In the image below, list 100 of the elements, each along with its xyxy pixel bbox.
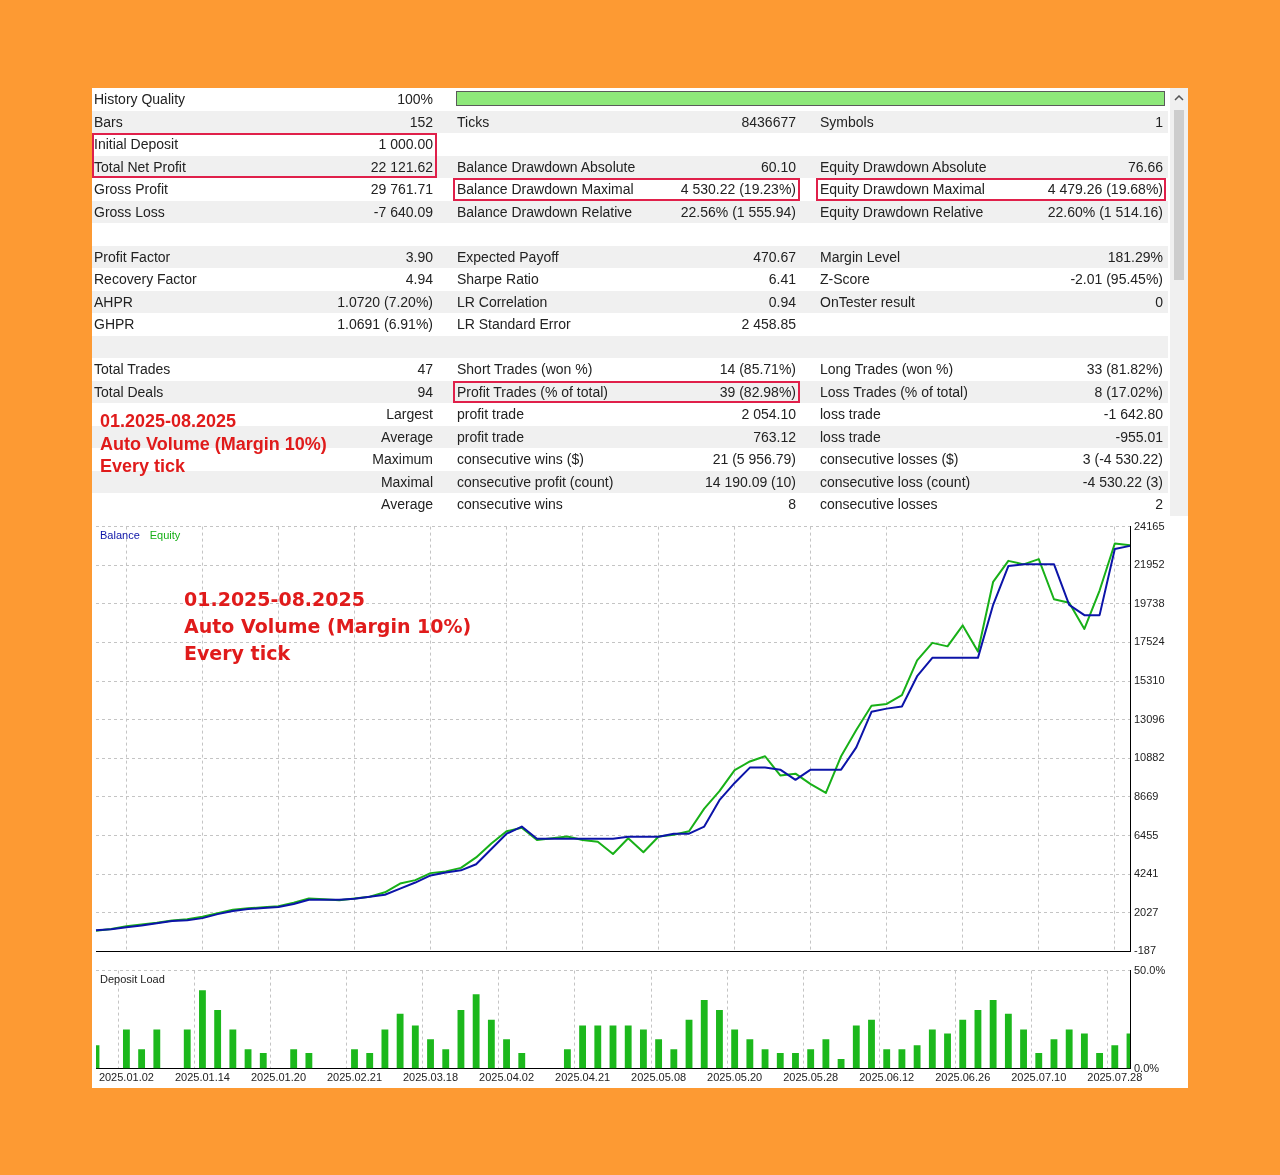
- bar: [594, 1025, 602, 1069]
- bar: [898, 1049, 906, 1069]
- annotation: 01.2025-08.2025: [184, 588, 365, 611]
- text: 21 (5 956.79): [712, 451, 796, 467]
- bar: [883, 1049, 891, 1069]
- text: 6.41: [768, 271, 796, 287]
- text: Average: [381, 496, 433, 512]
- bar: [655, 1039, 663, 1069]
- bar: [716, 1009, 723, 1069]
- y-tick-label: 19738: [1134, 596, 1165, 609]
- text: Balance Drawdown Absolute: [457, 158, 636, 175]
- text: Profit Factor: [94, 248, 171, 265]
- text: Largest: [386, 406, 433, 422]
- text: Expected Payoff: [457, 248, 559, 265]
- text: Bars: [94, 113, 123, 130]
- text: 763.12: [753, 428, 796, 445]
- text: Total Net Profit: [94, 158, 186, 175]
- text: Maximal: [380, 473, 433, 490]
- y-tick-label: 13096: [1134, 712, 1165, 725]
- text: 470.67: [753, 248, 796, 265]
- bar: [1020, 1029, 1027, 1069]
- y-tick-label: 50.0%: [1134, 963, 1166, 976]
- text: 0: [1155, 293, 1163, 310]
- text: 39 (82.98%): [719, 383, 796, 400]
- x-tick-label: 2025.04.02: [479, 1071, 535, 1084]
- bar: [913, 1045, 921, 1069]
- text: 3.90: [405, 248, 433, 265]
- bar: [487, 1019, 495, 1069]
- text: profit trade: [457, 406, 524, 422]
- x-tick-label: 2025.05.08: [631, 1071, 687, 1084]
- bar: [472, 994, 480, 1069]
- text: Equity Drawdown Absolute: [820, 158, 987, 175]
- text: 2 458.85: [741, 316, 796, 332]
- text: Equity Drawdown Relative: [820, 203, 984, 220]
- text: 8 (17.02%): [1094, 383, 1163, 400]
- bar: [670, 1049, 678, 1069]
- text: consecutive loss (count): [820, 473, 971, 490]
- bar: [1111, 1045, 1119, 1069]
- x-tick-label: 2025.01.20: [250, 1071, 306, 1084]
- bar: [1004, 1013, 1012, 1069]
- text: Total Deals: [94, 383, 164, 400]
- bar: [351, 1049, 358, 1069]
- bar: [381, 1029, 389, 1069]
- bar: [624, 1025, 632, 1069]
- text: Balance: [100, 529, 140, 542]
- text: Z-Score: [820, 271, 870, 287]
- text: -7 640.09: [373, 203, 433, 220]
- text: Sharpe Ratio: [457, 271, 539, 287]
- text: OnTester result: [820, 293, 915, 310]
- text: consecutive wins ($): [457, 451, 584, 467]
- text: Recovery Factor: [94, 271, 197, 287]
- bar: [944, 1033, 951, 1069]
- x-tick-label: 2025.02.21: [326, 1071, 383, 1084]
- text: Average: [381, 428, 433, 445]
- text: consecutive wins: [457, 496, 563, 512]
- x-tick-label: 2025.05.20: [707, 1071, 763, 1084]
- bar: [1065, 1029, 1073, 1069]
- text: 100%: [397, 91, 433, 107]
- y-tick-label: 17524: [1134, 635, 1165, 648]
- text: 29 761.71: [370, 181, 433, 197]
- bar: [807, 1049, 815, 1069]
- bar: [1080, 1033, 1088, 1069]
- text: LR Standard Error: [457, 316, 571, 332]
- text: Every tick: [100, 456, 186, 477]
- text: 22 121.62: [370, 158, 433, 175]
- text: Gross Profit: [94, 181, 168, 197]
- text: Equity Drawdown Maximal: [820, 181, 985, 197]
- y-tick-label: 8669: [1134, 789, 1159, 802]
- text: Margin Level: [820, 248, 901, 265]
- x-tick-label: 2025.05.28: [783, 1071, 839, 1084]
- text: Long Trades (won %): [820, 361, 954, 377]
- x-tick-label: 2025.07.28: [1087, 1071, 1143, 1084]
- annotation: Every tick: [184, 642, 291, 665]
- text: 33 (81.82%): [1086, 361, 1163, 377]
- x-tick-label: 2025.06.12: [859, 1071, 915, 1084]
- text: loss trade: [820, 428, 881, 445]
- y-tick-label: 4241: [1134, 867, 1159, 880]
- text: 76.66: [1127, 158, 1163, 175]
- bar: [427, 1039, 434, 1069]
- bar: [183, 1029, 191, 1069]
- x-tick-label: 2025.04.21: [555, 1071, 611, 1084]
- bar: [411, 1025, 419, 1069]
- text: 152: [409, 113, 433, 130]
- text: 2 054.10: [741, 406, 796, 422]
- x-tick-label: 2025.01.14: [174, 1071, 230, 1084]
- text: 4.94: [405, 271, 433, 287]
- bar: [122, 1029, 130, 1069]
- text: -955.01: [1115, 428, 1163, 445]
- bar: [989, 1000, 997, 1069]
- bar: [792, 1053, 799, 1069]
- text: -4 530.22 (3): [1082, 473, 1163, 490]
- text: consecutive losses ($): [820, 451, 959, 467]
- text: Maximum: [372, 451, 433, 467]
- x-tick-label: 2025.03.18: [403, 1071, 459, 1084]
- bar: [959, 1019, 967, 1069]
- bar: [229, 1029, 237, 1069]
- text: 3 (-4 530.22): [1082, 451, 1163, 467]
- bar: [731, 1029, 739, 1069]
- text: History Quality: [94, 91, 186, 107]
- x-tick-label: 2025.07.10: [1011, 1071, 1067, 1084]
